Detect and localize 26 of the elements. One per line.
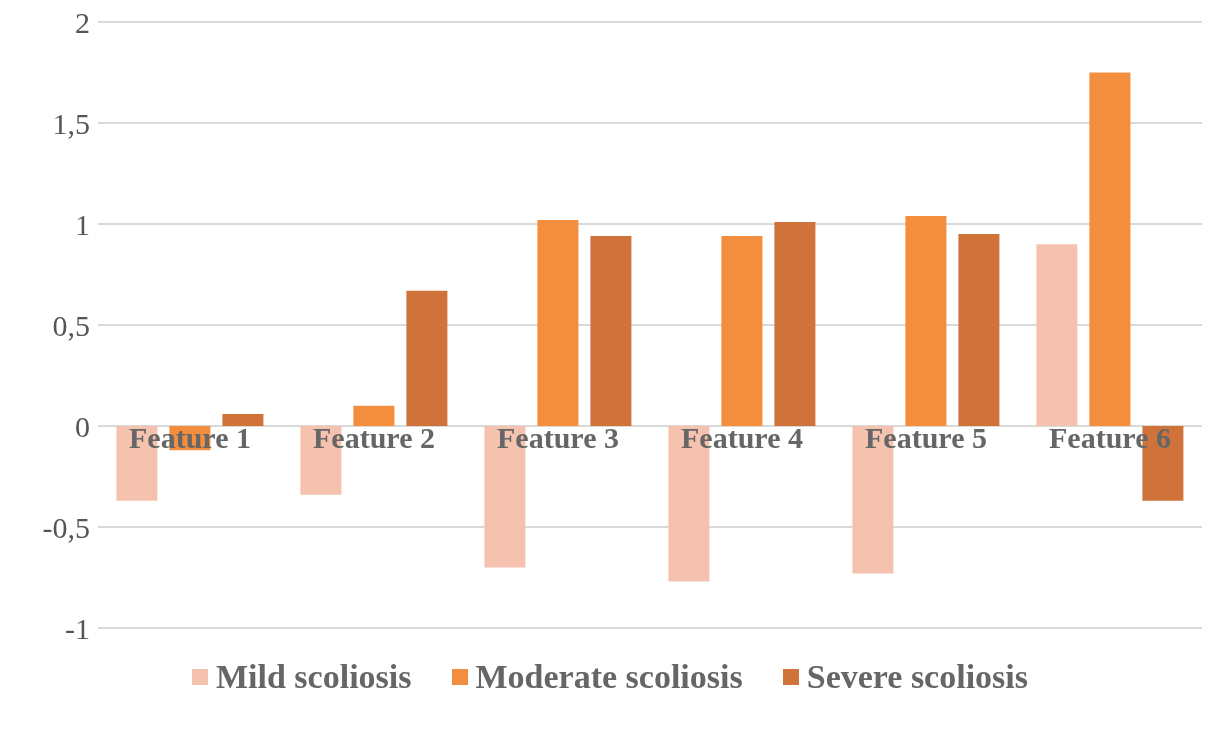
legend-label: Severe scoliosis <box>806 658 1029 696</box>
bar <box>774 221 816 426</box>
x-tick-label: Feature 1 <box>129 421 251 454</box>
legend-label: Moderate scoliosis <box>475 658 743 696</box>
bar <box>537 219 579 426</box>
bar <box>905 215 947 426</box>
bar <box>721 236 763 426</box>
y-tick-label: -1 <box>65 611 90 645</box>
x-tick-label: Feature 5 <box>865 421 987 454</box>
x-tick-label: Feature 3 <box>497 421 619 454</box>
y-tick-label: 0,5 <box>52 308 90 342</box>
bar <box>406 290 448 426</box>
y-tick-label: 2 <box>75 5 90 39</box>
bar <box>958 234 1000 426</box>
y-tick-label: 1 <box>75 207 90 241</box>
y-tick-label: 1,5 <box>52 106 90 140</box>
x-tick-label: Feature 4 <box>681 421 803 454</box>
bar <box>1089 72 1131 426</box>
x-tick-label: Feature 2 <box>313 421 435 454</box>
y-tick-label: 0 <box>75 409 90 443</box>
bar <box>1036 244 1078 426</box>
legend-label: Mild scoliosis <box>215 658 412 696</box>
y-tick-label: -0,5 <box>42 510 90 544</box>
bar <box>590 236 632 426</box>
bar <box>353 405 395 426</box>
bar <box>222 413 264 426</box>
